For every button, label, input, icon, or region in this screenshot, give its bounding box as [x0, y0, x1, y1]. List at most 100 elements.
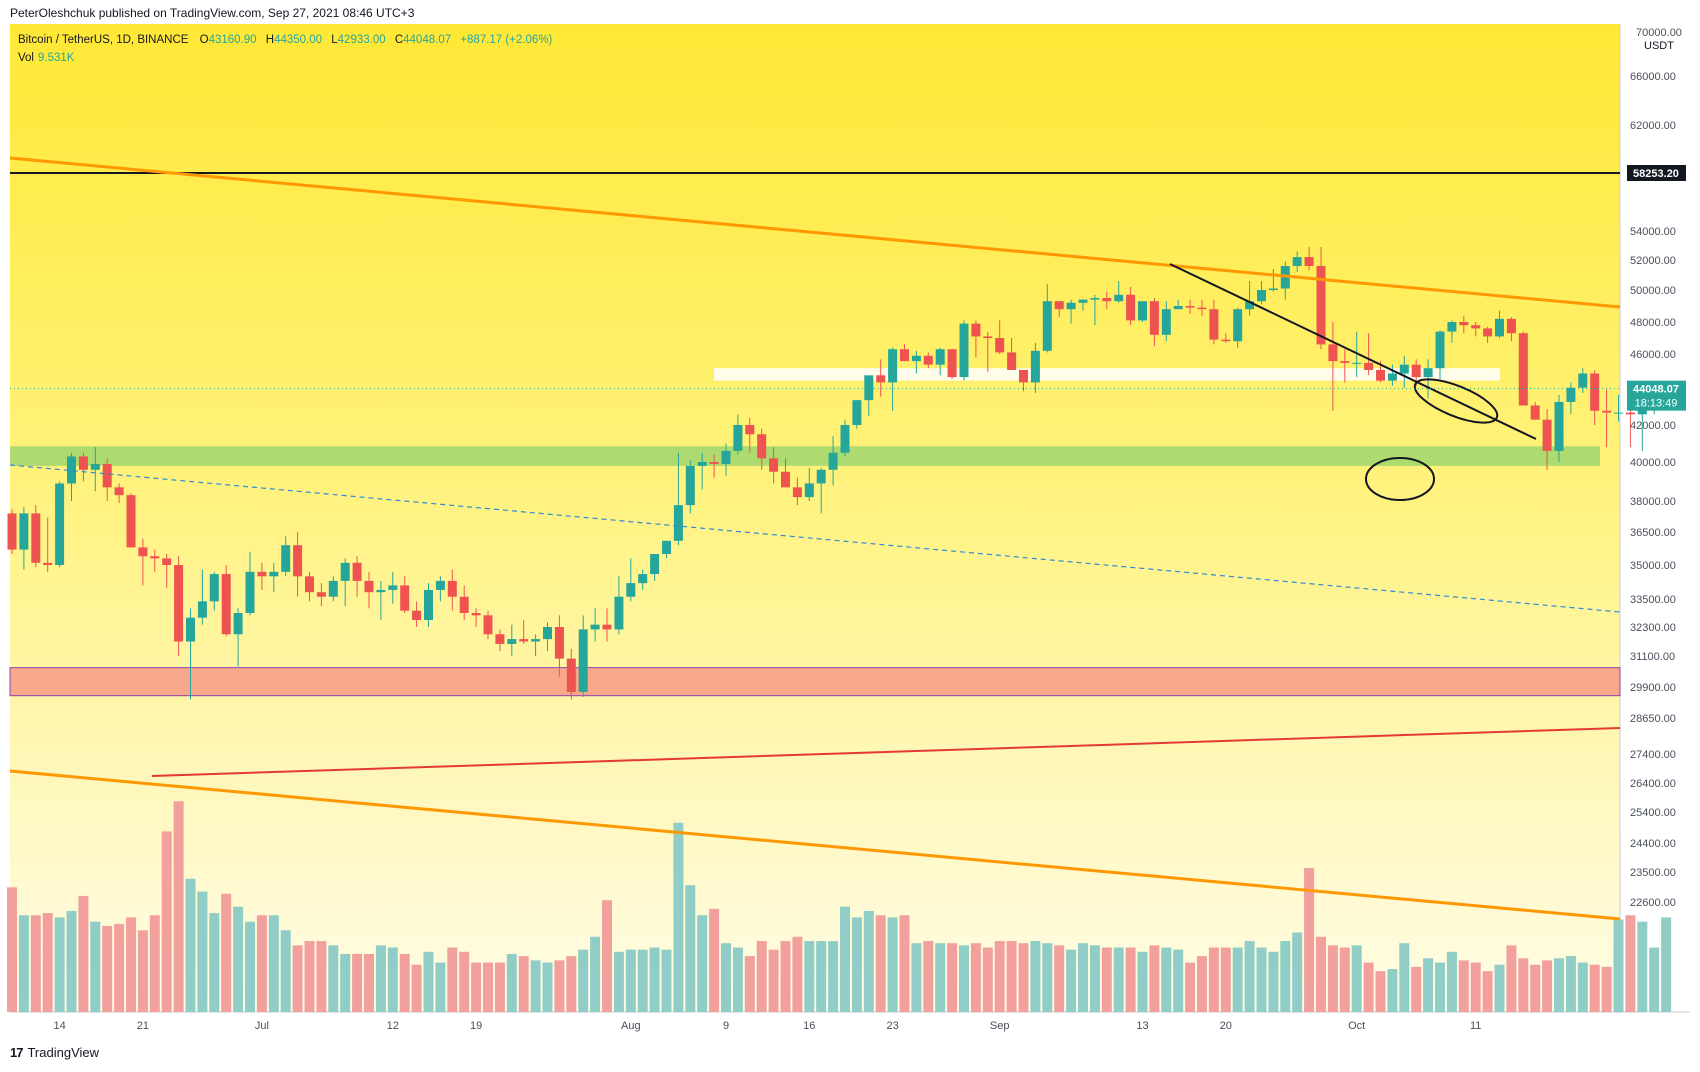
candle [1161, 309, 1171, 335]
volume-bar [1565, 956, 1576, 1012]
time-tick-label: Aug [621, 1020, 641, 1032]
volume-bar [1446, 951, 1457, 1012]
candle [1566, 387, 1576, 402]
volume-bar [185, 878, 196, 1012]
volume-bar [126, 917, 136, 1012]
candle [1019, 369, 1028, 383]
volume-bar [1613, 919, 1624, 1012]
volume-bar [1518, 958, 1529, 1012]
candle [673, 505, 683, 541]
volume-bar [340, 953, 351, 1012]
volume-bar [828, 941, 839, 1012]
candle [209, 574, 219, 602]
candle [400, 585, 410, 611]
price-tick-label: 33500.00 [1630, 594, 1676, 606]
volume-bar [423, 951, 434, 1012]
volume-bar [780, 941, 791, 1012]
tradingview-brand[interactable]: 17 TradingView [10, 1045, 100, 1060]
support-zone-red [9, 667, 1621, 697]
time-tick-label: 19 [470, 1020, 482, 1032]
volume-bar [709, 908, 720, 1012]
close-value: 44048.07 [403, 34, 452, 46]
candle [757, 434, 767, 459]
resistance-zone-white [714, 368, 1500, 381]
volume-bar [1268, 951, 1279, 1012]
candle [1126, 294, 1136, 321]
volume-bar [1363, 962, 1374, 1012]
candle [55, 483, 65, 565]
candle [1411, 364, 1421, 378]
candle [781, 471, 790, 488]
chart-pane[interactable] [10, 24, 1620, 1012]
volume-bar [637, 949, 648, 1012]
resistance-price-text: 58253.20 [1633, 168, 1679, 180]
volume-bar [625, 949, 636, 1012]
volume-bar [863, 910, 874, 1012]
last-price-text: 44048.07 [1633, 384, 1679, 396]
candle [459, 596, 469, 613]
descending-trendline [1169, 263, 1537, 440]
volume-bar [1435, 962, 1445, 1012]
candle [1506, 318, 1516, 334]
time-tick-label: Jul [255, 1020, 269, 1032]
volume-bar [851, 917, 862, 1012]
volume-bar [994, 941, 1005, 1012]
candle [447, 580, 457, 597]
price-tick-label: 54000.00 [1630, 226, 1676, 238]
volume-bar [209, 913, 220, 1012]
volume-bar [673, 822, 684, 1012]
candle [1209, 309, 1219, 340]
volume-bar [1494, 964, 1505, 1012]
volume-bar [494, 962, 505, 1012]
volume-legend: Vol 9.531K [18, 52, 75, 64]
volume-bar [1137, 951, 1148, 1012]
candle [102, 463, 112, 488]
candle [1614, 412, 1623, 414]
candle [566, 658, 576, 692]
candle [1423, 368, 1433, 378]
volume-bar [1637, 921, 1648, 1012]
volume-bar [256, 915, 267, 1012]
candle [959, 323, 969, 378]
price-tick-label: 26400.00 [1630, 778, 1676, 790]
volume-bar [1530, 964, 1541, 1012]
lower-trendline [9, 769, 1621, 921]
volume-bar [1089, 945, 1100, 1012]
price-tick-label: 40000.00 [1630, 457, 1676, 469]
volume-bar [1470, 962, 1481, 1012]
volume-bar [411, 964, 422, 1012]
candle [1292, 257, 1302, 266]
candle [697, 462, 707, 466]
candle [1257, 290, 1266, 302]
candle [293, 545, 303, 577]
candle [1138, 301, 1147, 321]
candle [709, 462, 719, 464]
symbol-title[interactable]: Bitcoin / TetherUS, 1D, BINANCE [18, 34, 189, 46]
volume-bar [114, 923, 125, 1012]
volume-bar [66, 910, 77, 1012]
candle [769, 458, 779, 472]
volume-bar [1006, 941, 1017, 1012]
volume-bar [375, 945, 386, 1012]
price-tick-label: 25400.00 [1630, 807, 1676, 819]
volume-bar [744, 956, 755, 1012]
volume-bar [1292, 932, 1303, 1012]
volume-bar [875, 915, 886, 1012]
volume-bar [399, 953, 410, 1012]
countdown-text: 18:13:49 [1635, 398, 1678, 410]
candle [1185, 306, 1195, 308]
volume-bar [613, 951, 624, 1012]
candle [1304, 257, 1314, 266]
axis-currency[interactable]: 70000.00 USDT [1636, 27, 1682, 52]
candle [1102, 298, 1112, 302]
candle [685, 465, 695, 506]
price-tick-label: 42000.00 [1630, 420, 1676, 432]
candle [150, 556, 160, 559]
price-tick-label: 29900.00 [1630, 682, 1676, 694]
candle [305, 576, 314, 593]
volume-bar [899, 915, 910, 1012]
volume-bar [352, 953, 363, 1012]
candle [983, 336, 993, 338]
price-tick-label: 28650.00 [1630, 713, 1676, 725]
